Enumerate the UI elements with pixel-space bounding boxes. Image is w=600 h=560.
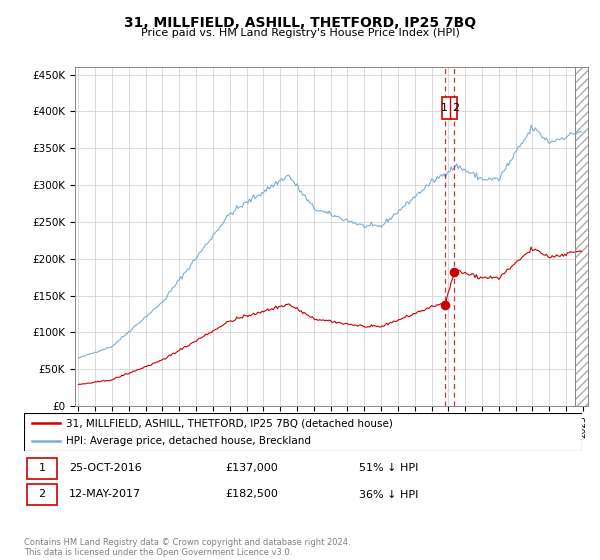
Text: £137,000: £137,000 (225, 463, 278, 473)
Text: 36% ↓ HPI: 36% ↓ HPI (359, 489, 418, 500)
Text: 2: 2 (452, 102, 459, 113)
Text: 31, MILLFIELD, ASHILL, THETFORD, IP25 7BQ: 31, MILLFIELD, ASHILL, THETFORD, IP25 7B… (124, 16, 476, 30)
Text: Price paid vs. HM Land Registry's House Price Index (HPI): Price paid vs. HM Land Registry's House … (140, 28, 460, 38)
Text: 2: 2 (38, 489, 46, 500)
Point (440, 301, 450, 310)
Text: 12-MAY-2017: 12-MAY-2017 (68, 489, 141, 500)
Text: 25-OCT-2016: 25-OCT-2016 (68, 463, 142, 473)
Text: 31, MILLFIELD, ASHILL, THETFORD, IP25 7BQ (detached house): 31, MILLFIELD, ASHILL, THETFORD, IP25 7B… (66, 418, 393, 428)
Bar (27, 458, 58, 479)
Text: Contains HM Land Registry data © Crown copyright and database right 2024.
This d: Contains HM Land Registry data © Crown c… (24, 538, 350, 557)
Bar (575, 67, 588, 406)
Text: HPI: Average price, detached house, Breckland: HPI: Average price, detached house, Brec… (66, 436, 311, 446)
Text: 51% ↓ HPI: 51% ↓ HPI (359, 463, 418, 473)
Bar (27, 484, 58, 505)
Text: 1: 1 (38, 463, 46, 473)
Bar (442, 97, 457, 119)
Point (449, 267, 459, 276)
Text: £182,500: £182,500 (225, 489, 278, 500)
Bar (575, 67, 588, 406)
Text: 1: 1 (441, 102, 448, 113)
